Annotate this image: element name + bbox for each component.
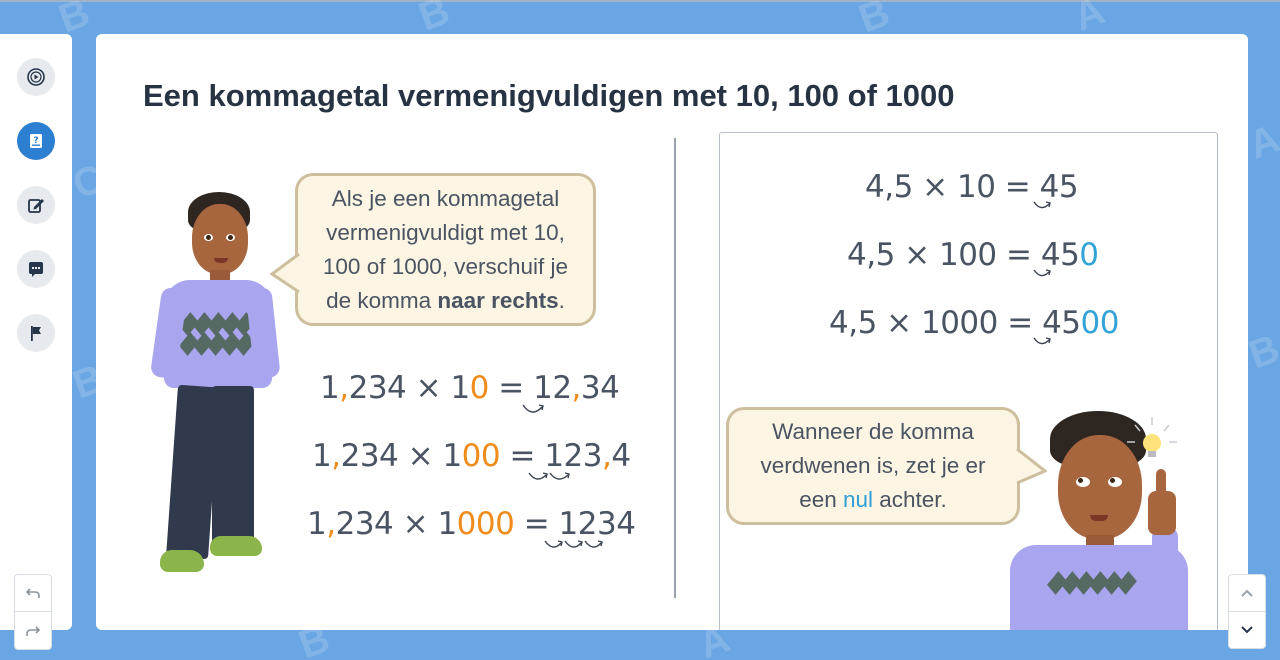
book-question-icon[interactable]: ? bbox=[17, 122, 55, 160]
boy-with-idea-illustration bbox=[1006, 409, 1206, 630]
comma-shift-arrow bbox=[522, 404, 544, 413]
svg-text:?: ? bbox=[33, 136, 38, 146]
comma-shift-arrow bbox=[1033, 201, 1051, 209]
chevron-down-icon[interactable] bbox=[1228, 611, 1266, 649]
flag-icon[interactable] bbox=[17, 314, 55, 352]
play-circle-icon[interactable] bbox=[17, 58, 55, 96]
equation-row: 4,5 × 10 = 45 bbox=[865, 169, 1079, 205]
background-letter: B bbox=[1243, 326, 1280, 378]
highlight-text: nul bbox=[842, 487, 874, 512]
bubble-line: verdwenen is, zet je er bbox=[760, 453, 986, 478]
background-letter: A bbox=[1243, 116, 1280, 168]
equation-row: 1,234 × 1000 = 1234 bbox=[307, 506, 636, 542]
bubble-line: Als je een kommagetal bbox=[331, 186, 560, 211]
bubble-line: 100 of 1000, verschuif je bbox=[322, 254, 569, 279]
light-bulb-icon bbox=[1127, 417, 1177, 457]
undo-icon[interactable] bbox=[14, 574, 52, 612]
bubble-line: een nul achter. bbox=[799, 487, 947, 512]
equation-row: 4,5 × 1000 = 4500 bbox=[829, 305, 1119, 341]
lesson-panel: Een kommagetal vermenigvuldigen met 10, … bbox=[96, 34, 1248, 630]
top-strip bbox=[0, 0, 1280, 2]
bubble-tail bbox=[270, 252, 300, 294]
chevron-up-icon[interactable] bbox=[1228, 574, 1266, 612]
comma-shift-arrow bbox=[1033, 337, 1051, 345]
comma-shift-arrow bbox=[544, 540, 603, 548]
column-divider bbox=[674, 138, 676, 598]
page-title: Een kommagetal vermenigvuldigen met 10, … bbox=[143, 78, 955, 113]
boy-illustration bbox=[149, 190, 281, 580]
edit-icon[interactable] bbox=[17, 186, 55, 224]
example-box: 4,5 × 10 = 45 4,5 × 100 = 450 4,5 × 1000… bbox=[719, 132, 1218, 630]
sidebar: ? bbox=[0, 34, 72, 650]
bubble-line: de komma naar rechts. bbox=[326, 288, 565, 313]
tip-bubble: Wanneer de komma verdwenen is, zet je er… bbox=[726, 407, 1020, 525]
comma-shift-arrow bbox=[528, 472, 570, 480]
redo-icon[interactable] bbox=[14, 611, 52, 650]
equation-row: 4,5 × 100 = 450 bbox=[847, 237, 1099, 273]
emphasis-text: naar rechts bbox=[437, 288, 559, 313]
comma-shift-arrow bbox=[1033, 269, 1051, 277]
bubble-line: vermenigvuldigt met 10, bbox=[326, 220, 565, 245]
equation-row: 1,234 × 10 = 12,34 bbox=[320, 370, 620, 406]
chat-icon[interactable] bbox=[17, 250, 55, 288]
explanation-bubble: Als je een kommagetal vermenigvuldigt me… bbox=[295, 173, 596, 326]
bubble-line: Wanneer de komma bbox=[772, 419, 974, 444]
equation-row: 1,234 × 100 = 123,4 bbox=[312, 438, 631, 474]
bubble-tail bbox=[1016, 447, 1047, 485]
